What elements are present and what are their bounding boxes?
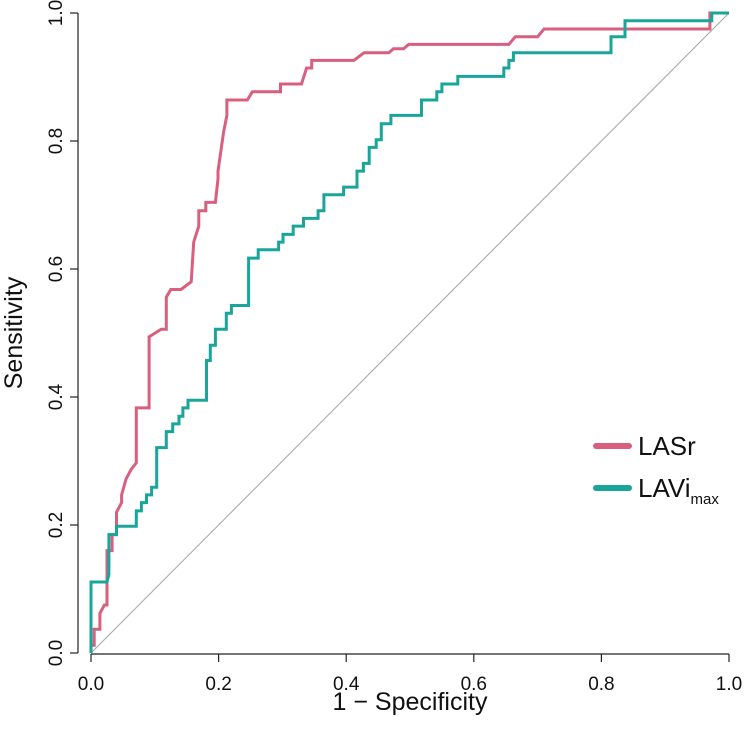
axes: 0.0 0.2 0.4 0.6 0.8 1.0 0.0 0.2 0.4 0.6 0.8 1.0 <box>46 0 742 695</box>
reference-diagonal-group <box>90 12 730 654</box>
x-tick-label: 0.0 <box>78 674 104 695</box>
legend-lavi-max-label: LAVimax <box>638 473 719 508</box>
x-tick-label: 1.0 <box>716 674 742 695</box>
legend-lavi-max-label-subscript: max <box>691 491 720 508</box>
legend: LASr LAVimax <box>593 431 719 508</box>
y-tick-label: 0.6 <box>46 256 67 282</box>
reference-diagonal <box>90 12 730 654</box>
y-axis-title: Sensitivity <box>0 276 28 389</box>
x-axis-title: 1 − Specificity <box>333 688 488 716</box>
y-tick-label: 0.4 <box>46 383 67 410</box>
y-tick-label: 1.0 <box>46 0 67 26</box>
y-tick-label: 0.8 <box>46 128 67 154</box>
x-tick-label: 0.8 <box>588 674 614 695</box>
series-lines <box>89 11 729 653</box>
x-tick-label: 0.4 <box>333 674 360 695</box>
x-tick-label: 0.6 <box>461 674 487 695</box>
y-tick-label: 0.2 <box>46 512 67 538</box>
x-tick-label: 0.2 <box>205 674 231 695</box>
legend-lasr-label: LASr <box>638 431 696 461</box>
series-line-lavi-max <box>89 11 729 653</box>
y-tick-label: 0.0 <box>46 640 67 666</box>
